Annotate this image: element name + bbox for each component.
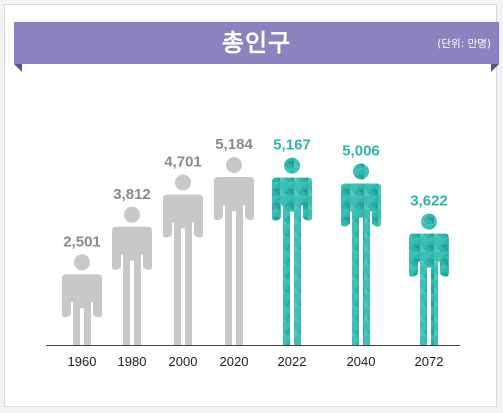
value-label: 4,701 xyxy=(164,154,202,171)
person-head xyxy=(74,254,90,271)
person-body xyxy=(112,226,152,345)
person-body xyxy=(341,183,381,345)
value-label: 3,622 xyxy=(410,193,448,210)
x-tick-label: 1980 xyxy=(118,354,147,369)
person-bar-2072 xyxy=(409,213,449,345)
person-bar-2022 xyxy=(272,157,312,345)
value-label: 5,167 xyxy=(273,137,311,154)
person-bar-2040 xyxy=(341,163,381,345)
title-banner xyxy=(14,22,499,64)
person-bar-2000 xyxy=(163,174,203,345)
x-tick-label: 1960 xyxy=(68,354,97,369)
person-head xyxy=(226,157,242,173)
person-head xyxy=(353,163,369,180)
x-tick-label: 2020 xyxy=(220,354,249,369)
x-tick-label: 2000 xyxy=(169,354,198,369)
person-bar-2020 xyxy=(214,157,254,345)
value-label: 5,184 xyxy=(215,136,253,153)
person-body xyxy=(62,274,102,345)
person-bar-1960 xyxy=(62,254,102,345)
person-body xyxy=(409,233,449,345)
person-body xyxy=(272,177,312,345)
x-tick-label: 2022 xyxy=(278,354,307,369)
person-body xyxy=(163,194,203,345)
person-head xyxy=(175,174,191,191)
unit-label: (단위: 만명) xyxy=(437,38,491,50)
value-label: 5,006 xyxy=(342,142,380,159)
value-label: 2,501 xyxy=(63,233,101,250)
value-label: 3,812 xyxy=(113,186,151,203)
x-tick-label: 2040 xyxy=(347,354,376,369)
banner-fold-left xyxy=(14,64,22,72)
person-body xyxy=(214,177,254,345)
person-head xyxy=(421,213,437,230)
x-tick-label: 2072 xyxy=(415,354,444,369)
person-head xyxy=(284,157,300,174)
chart-title: 총인구 xyxy=(221,29,292,57)
person-bar-1980 xyxy=(112,206,152,345)
banner-fold-right xyxy=(491,64,499,72)
person-head xyxy=(124,206,140,223)
